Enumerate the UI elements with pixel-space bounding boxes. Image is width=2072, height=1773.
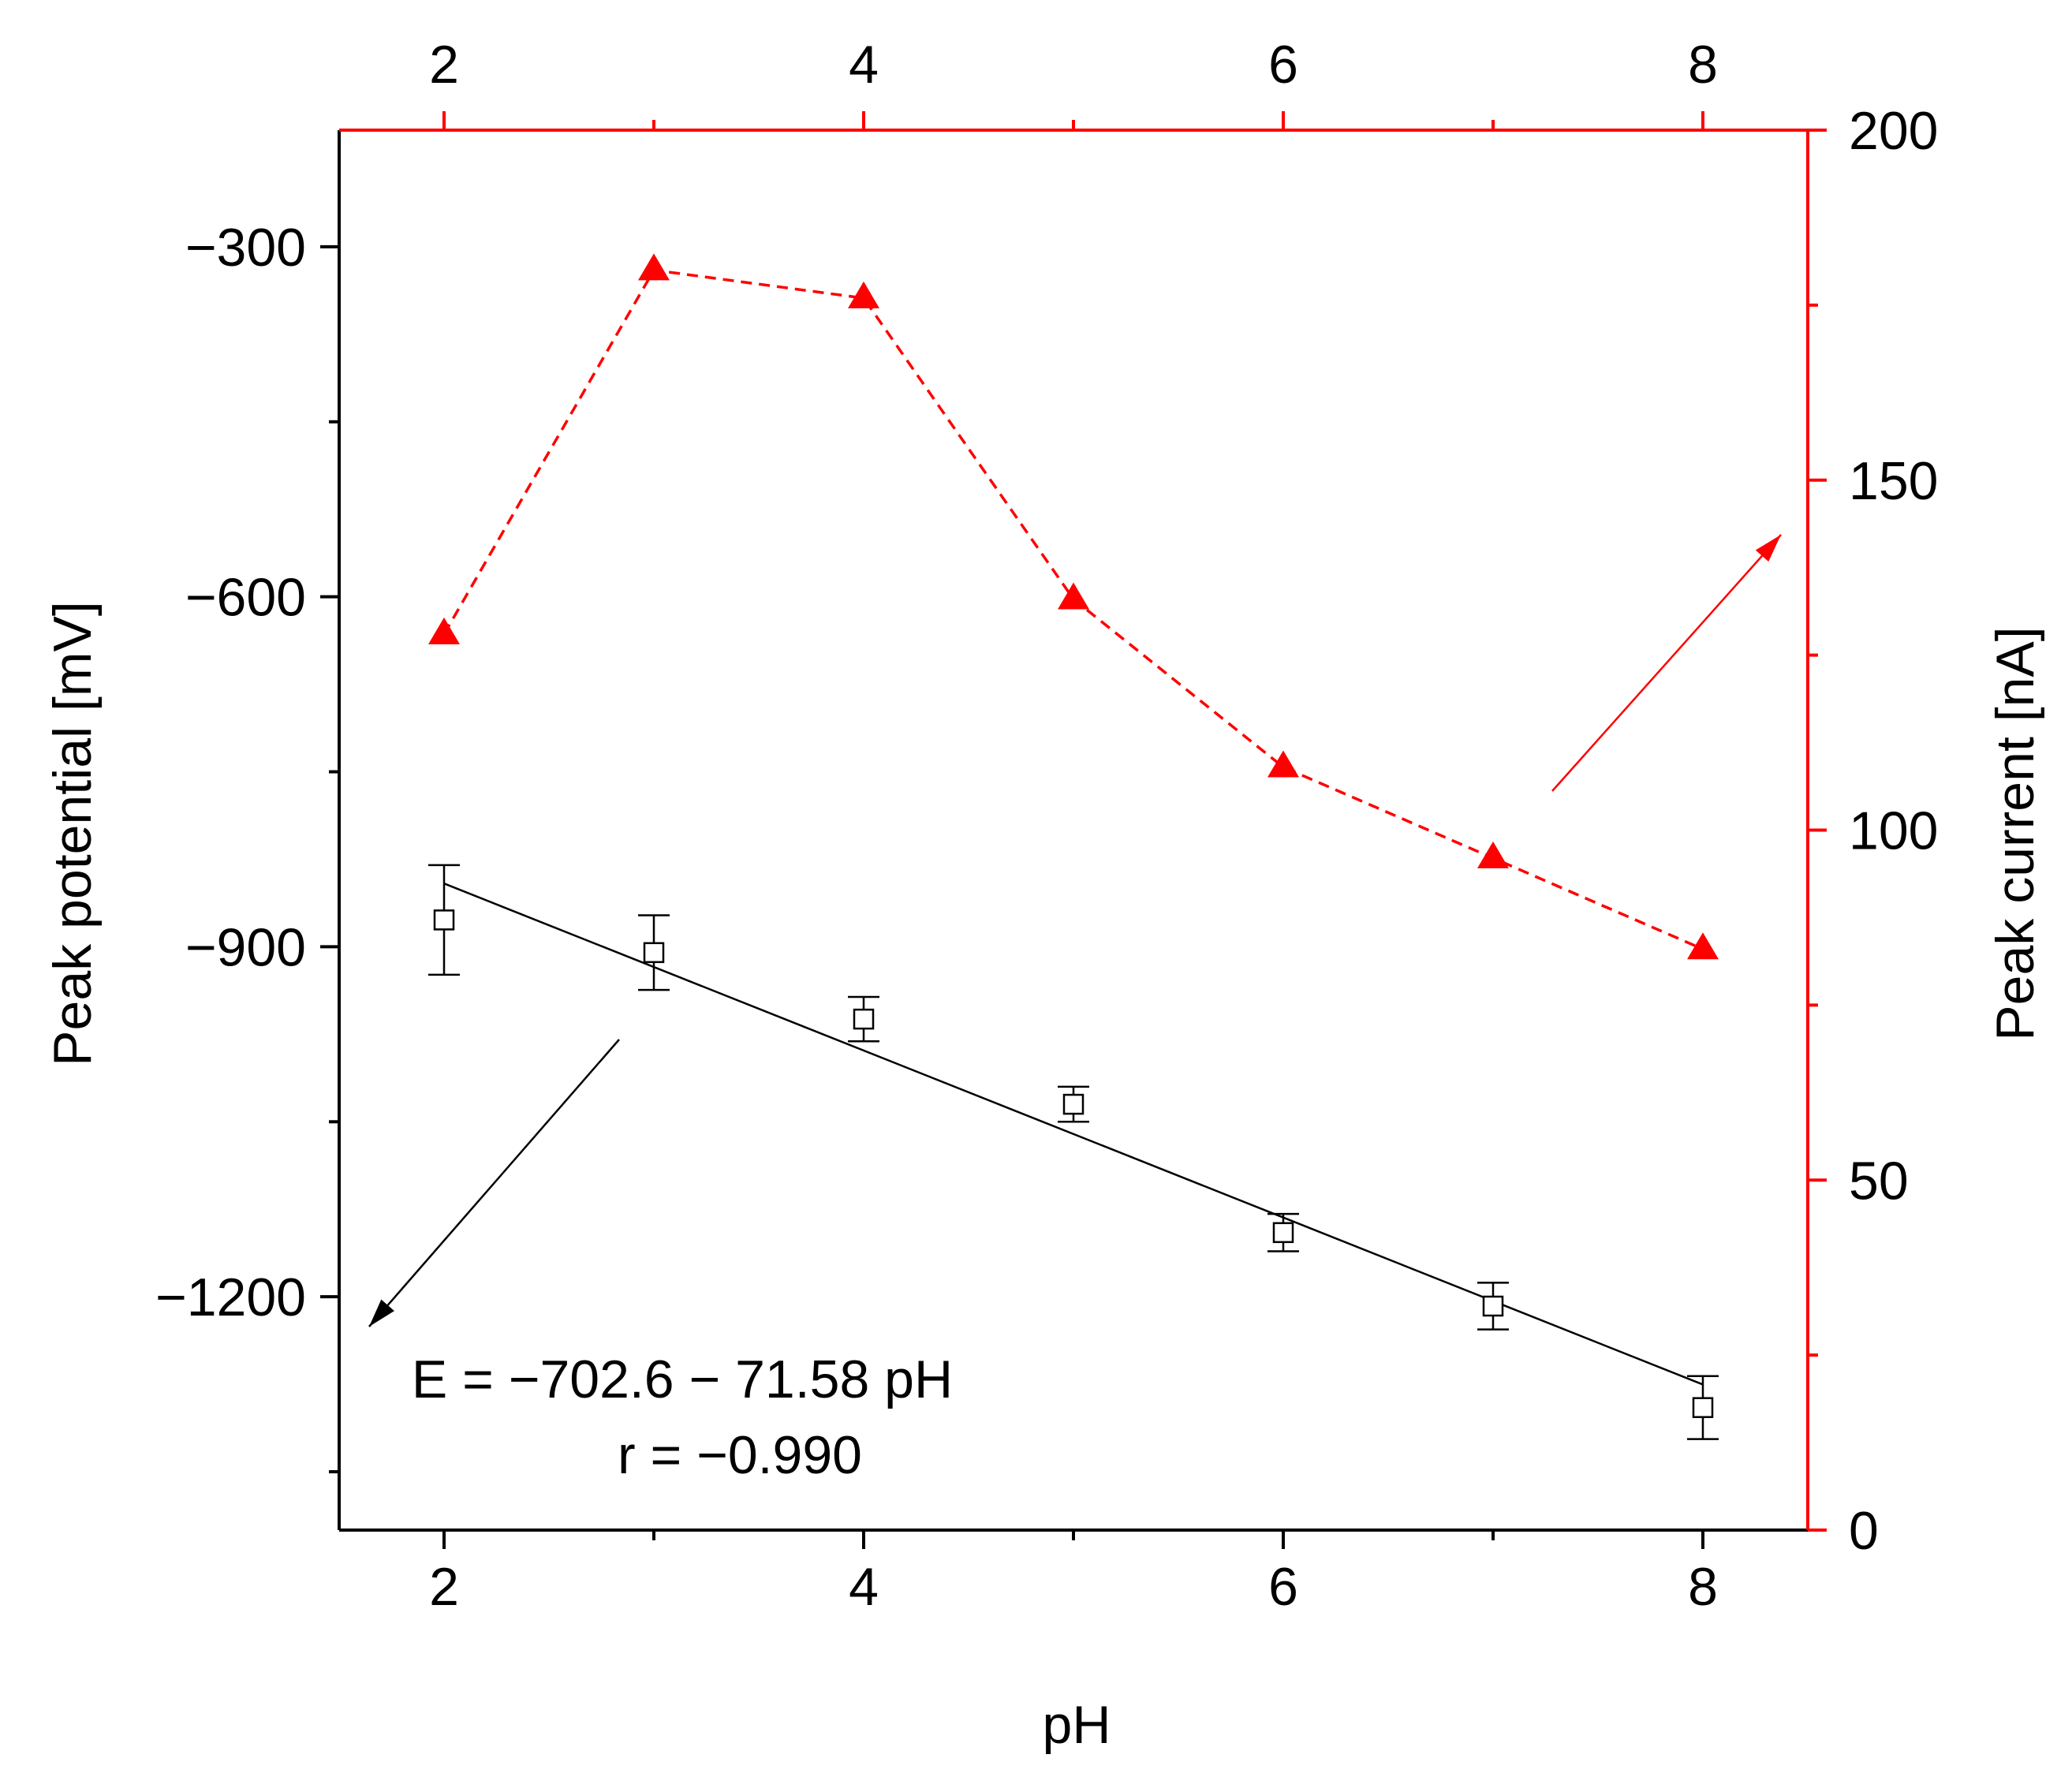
linear-fit-line: [443, 883, 1704, 1386]
x-axis-label: pH: [1043, 1695, 1111, 1755]
peak-current-triangle-marker: [1687, 932, 1719, 960]
peak-current-triangle-marker: [1267, 750, 1299, 778]
left-y-tick-label: −600: [185, 568, 306, 628]
peak-potential-square-marker: [853, 1008, 875, 1030]
text-layer: pH Peak potential [mV] Peak current [nA]…: [43, 35, 2045, 1755]
axes-layer: [320, 111, 1827, 1549]
left-axis-indicator-arrow-head: [369, 1299, 394, 1327]
peak-potential-square-marker: [1692, 1397, 1714, 1418]
left-axis-indicator-arrow: [368, 1039, 620, 1327]
peak-potential-square-marker: [643, 942, 665, 964]
peak-current-triangle-marker: [1477, 841, 1509, 868]
peak-current-triangle-marker: [428, 617, 460, 644]
axis-indicator-arrows: [368, 534, 1782, 1327]
x-tick-label-bottom: 6: [1268, 1557, 1298, 1617]
left-y-axis-label: Peak potential [mV]: [43, 601, 103, 1066]
x-tick-label-top: 8: [1688, 35, 1718, 95]
left-y-tick-label: −900: [185, 917, 306, 977]
right-y-tick-label: 0: [1849, 1501, 1879, 1561]
x-tick-label-top: 4: [849, 35, 879, 95]
peak-current-triangle-marker: [848, 281, 879, 308]
left-y-tick-label: −300: [185, 218, 306, 278]
peak-current-triangle-marker: [1058, 582, 1089, 610]
data-lines-layer: [442, 268, 1704, 1386]
x-tick-label-bottom: 4: [849, 1557, 879, 1617]
right-axis-indicator-arrow-head: [1755, 535, 1781, 562]
peak-current-triangle-marker: [638, 253, 670, 281]
left-axis-indicator-arrow-shaft: [368, 1039, 620, 1327]
right-y-axis-label: Peak current [nA]: [1985, 626, 2045, 1040]
x-tick-label-top: 2: [429, 35, 459, 95]
right-axis-indicator-arrow: [1551, 534, 1782, 792]
fit-equation-label: E = −702.6 − 71.58 pH: [412, 1349, 953, 1409]
peak-current-dashed-line: [442, 268, 1704, 950]
peak-potential-square-marker: [1482, 1295, 1504, 1317]
correlation-label: r = −0.990: [618, 1425, 862, 1485]
right-y-tick-label: 200: [1849, 101, 1938, 161]
left-y-tick-label: −1200: [155, 1267, 306, 1327]
x-tick-label-bottom: 2: [429, 1557, 459, 1617]
x-tick-label-bottom: 8: [1688, 1557, 1718, 1617]
right-y-tick-label: 100: [1849, 801, 1938, 861]
peak-potential-square-marker: [433, 909, 455, 931]
data-marks-layer: [428, 253, 1719, 1440]
peak-potential-square-marker: [1062, 1093, 1085, 1115]
right-y-tick-label: 150: [1849, 451, 1938, 511]
right-y-tick-label: 50: [1849, 1151, 1909, 1211]
peak-potential-square-marker: [1272, 1222, 1294, 1244]
x-tick-label-top: 6: [1268, 35, 1298, 95]
right-axis-indicator-arrow-shaft: [1551, 534, 1782, 792]
